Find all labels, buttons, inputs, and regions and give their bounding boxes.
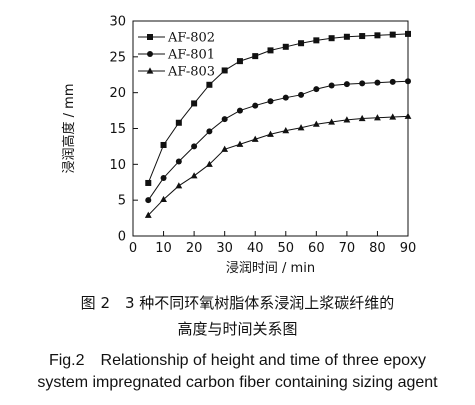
x-tick-label-80: 80 <box>369 241 386 256</box>
point-af-803-13 <box>343 116 351 123</box>
legend-marker-af-802 <box>147 34 153 40</box>
point-af-801-17 <box>405 78 411 85</box>
point-af-803-0 <box>144 211 152 218</box>
point-af-802-1 <box>160 141 167 148</box>
y-tick-label-25: 25 <box>109 50 126 65</box>
y-tick-label-10: 10 <box>109 158 126 173</box>
line-chart: 0 10 20 30 40 50 60 70 80 90 0 5 10 15 20 25 30 AF-802 AF-… <box>61 15 416 277</box>
x-tick-label-40: 40 <box>247 241 264 256</box>
point-af-801-11 <box>313 86 320 93</box>
point-af-803-4 <box>205 160 213 167</box>
point-af-803-10 <box>297 124 305 131</box>
point-af-801-16 <box>389 78 396 85</box>
x-tick-label-30: 30 <box>216 241 233 256</box>
point-af-801-5 <box>221 116 228 123</box>
point-af-801-6 <box>236 107 243 114</box>
point-af-801-12 <box>328 82 335 89</box>
point-af-803-14 <box>358 114 366 122</box>
point-af-802-5 <box>221 67 228 74</box>
point-af-801-4 <box>206 128 213 135</box>
point-af-803-6 <box>236 140 244 147</box>
series-line-af-803 <box>147 115 409 216</box>
y-tick-label-0: 0 <box>118 230 126 245</box>
point-af-802-14 <box>359 33 366 40</box>
plot-area: 0 10 20 30 40 50 60 70 80 90 0 5 10 15 20 25 30 AF-802 AF-… <box>109 15 416 257</box>
point-af-801-3 <box>191 143 198 150</box>
point-af-802-13 <box>343 33 350 40</box>
point-af-803-5 <box>221 145 229 152</box>
y-tick-label-5: 5 <box>118 194 126 209</box>
y-tick-label-20: 20 <box>109 86 126 101</box>
point-af-802-2 <box>175 119 182 126</box>
point-af-801-8 <box>267 98 274 105</box>
point-af-802-12 <box>328 35 335 42</box>
point-af-803-17 <box>404 112 412 119</box>
point-af-801-0 <box>145 197 152 204</box>
point-af-802-16 <box>389 31 396 38</box>
point-af-802-15 <box>374 32 381 39</box>
point-af-801-1 <box>160 174 167 181</box>
point-af-803-11 <box>312 120 320 127</box>
point-af-802-17 <box>405 30 411 37</box>
point-af-802-11 <box>313 37 320 44</box>
point-af-803-8 <box>267 130 274 137</box>
x-tick-label-60: 60 <box>308 241 325 256</box>
point-af-801-9 <box>282 94 289 101</box>
legend-label-af-803: AF-803 <box>167 65 215 80</box>
point-af-802-7 <box>252 53 259 60</box>
point-af-803-1 <box>160 195 167 203</box>
legend-marker-af-803 <box>146 67 154 74</box>
point-af-801-13 <box>343 81 350 88</box>
series-line-af-801 <box>147 80 409 201</box>
caption-english-line-2: system impregnated carbon fiber containi… <box>37 374 438 391</box>
x-tick-label-0: 0 <box>129 241 137 256</box>
x-tick-label-10: 10 <box>155 241 172 256</box>
point-af-801-2 <box>175 158 182 165</box>
y-tick-label-15: 15 <box>109 122 126 137</box>
point-af-801-15 <box>374 79 381 86</box>
point-af-802-3 <box>191 100 198 107</box>
legend-marker-af-801 <box>147 51 153 57</box>
caption-chinese-line-2: 高度与时间关系图 <box>177 320 298 338</box>
point-af-802-9 <box>282 43 289 50</box>
caption-chinese-line-1: 图 2 3 种不同环氧树脂体系浸润上浆碳纤维的 <box>80 294 395 312</box>
x-tick-label-70: 70 <box>339 241 356 256</box>
point-af-802-8 <box>267 47 274 54</box>
point-af-803-15 <box>374 114 381 121</box>
point-af-802-4 <box>206 81 213 88</box>
point-af-803-2 <box>175 182 183 189</box>
legend-label-af-802: AF-802 <box>167 31 215 46</box>
legend-label-af-801: AF-801 <box>167 48 215 63</box>
point-af-802-10 <box>298 40 305 47</box>
x-tick-label-50: 50 <box>278 241 295 256</box>
x-axis-label: 浸润时间 / min <box>226 261 315 276</box>
point-af-803-7 <box>251 135 259 142</box>
point-af-801-10 <box>298 91 305 98</box>
point-af-803-9 <box>282 127 290 134</box>
y-axis-label: 浸润高度 / mm <box>61 84 77 174</box>
point-af-801-14 <box>359 80 366 87</box>
point-af-802-6 <box>236 58 243 65</box>
point-af-802-0 <box>145 179 152 186</box>
point-af-801-7 <box>252 102 259 109</box>
point-af-803-12 <box>328 118 336 125</box>
y-tick-label-30: 30 <box>109 15 126 30</box>
x-tick-label-90: 90 <box>400 241 417 256</box>
x-tick-label-20: 20 <box>186 241 203 256</box>
point-af-803-3 <box>190 172 198 179</box>
caption-english-line-1: Fig.2 Relationship of height and time of… <box>48 352 427 369</box>
point-af-803-16 <box>389 113 397 120</box>
